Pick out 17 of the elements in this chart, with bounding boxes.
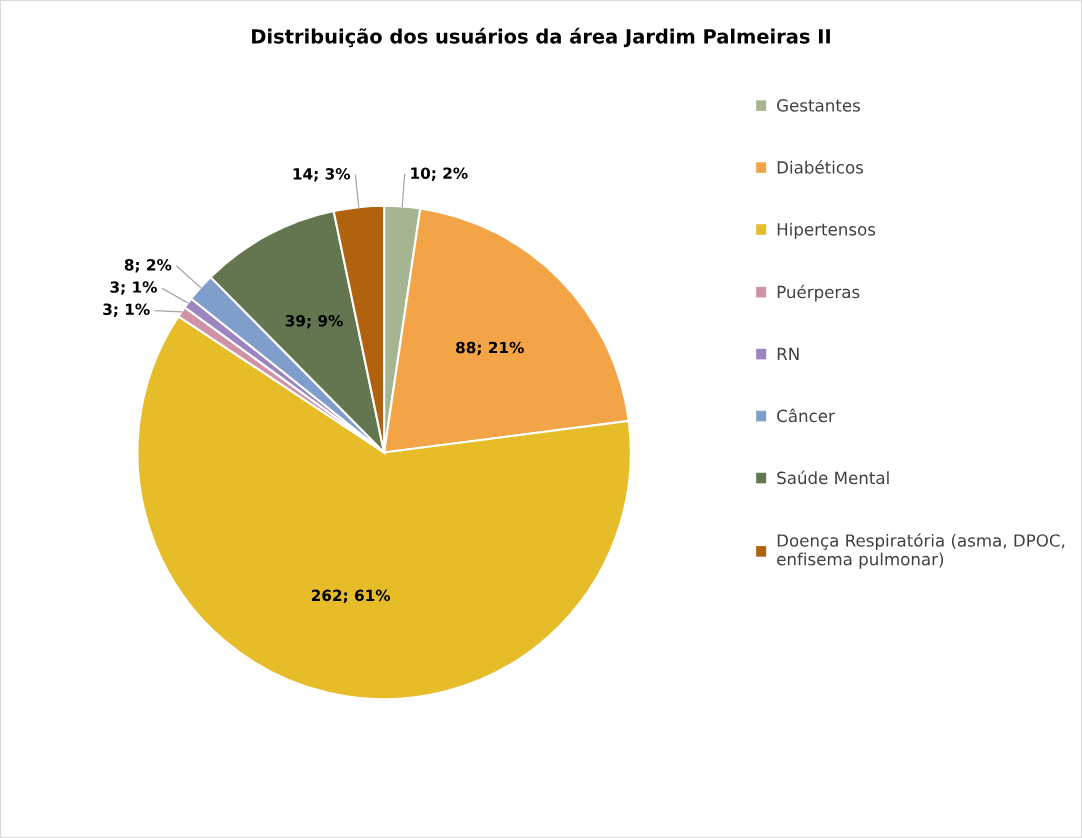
data-label: 39; 9% [285, 315, 343, 329]
data-label: 8; 2% [124, 259, 172, 273]
legend-label: Diabéticos [777, 160, 864, 174]
legend-label: Câncer [777, 408, 835, 423]
chart-title: Distribuição dos usuários da área Jardim Palmeiras II [252, 27, 830, 48]
data-label: 88; 21% [456, 341, 524, 356]
legend-label: Doença Respiratória (asma, DPOC, enfisema pulmonar) [777, 533, 1065, 569]
legend-label: RN [777, 347, 799, 360]
data-label: 262; 61% [311, 589, 391, 604]
data-label: 10; 2% [411, 167, 468, 181]
data-label: 14; 3% [293, 168, 351, 182]
legend-label: Hipertensos [777, 222, 876, 239]
data-label: 3; 1% [110, 281, 157, 295]
legend-label: Gestantes [777, 99, 860, 112]
legend-label: Puérperas [777, 284, 860, 302]
legend-label: Saúde Mental [777, 470, 889, 485]
data-label: 3; 1% [103, 303, 150, 317]
